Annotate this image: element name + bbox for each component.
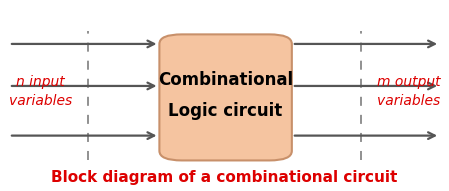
Text: Block diagram of a combinational circuit: Block diagram of a combinational circuit xyxy=(51,170,398,185)
Text: Combinational: Combinational xyxy=(158,71,293,89)
Text: n input
variables: n input variables xyxy=(9,75,72,108)
Text: m output
variables: m output variables xyxy=(377,75,440,108)
Text: Logic circuit: Logic circuit xyxy=(168,102,283,120)
FancyBboxPatch shape xyxy=(159,34,292,160)
